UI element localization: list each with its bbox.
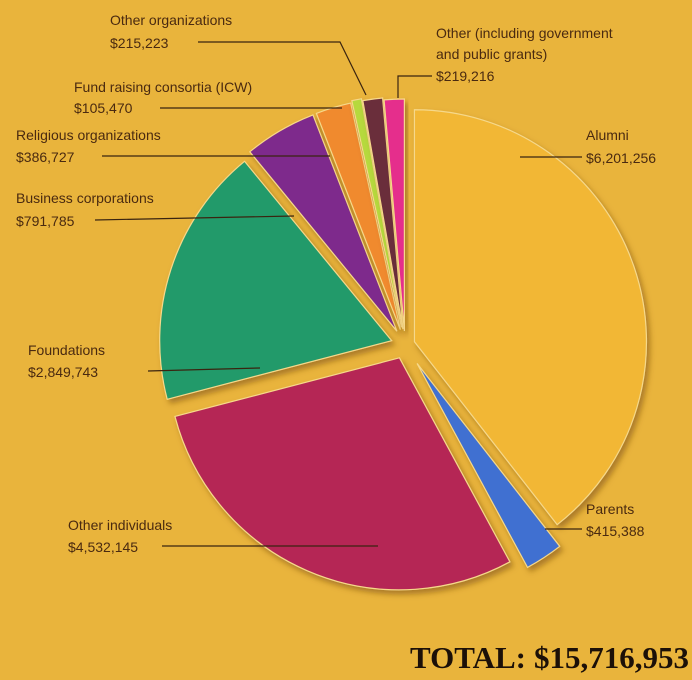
pie-slice-foundations [159, 160, 393, 401]
slice-name-label-parents: Parents [586, 501, 634, 517]
pie-slice-parents [416, 363, 561, 569]
pie-slice-other-individuals [174, 357, 511, 591]
leader-line-other [397, 75, 432, 98]
slice-name-label-other-organizations: Other organizations [110, 12, 232, 28]
total-value: $15,716,953 [534, 640, 689, 675]
pie-slice-fund-raising-consortia [351, 98, 403, 328]
pie-slice-other [383, 98, 405, 332]
slice-name-label-other-line-1: Other (including government [436, 25, 613, 41]
slice-value-label-business-corporations: $791,785 [16, 213, 75, 229]
slice-name-label-fund-raising-consortia: Fund raising consortia (ICW) [74, 79, 252, 95]
pie-slice-other-organizations [362, 97, 404, 330]
slice-value-label-other-individuals: $4,532,145 [68, 539, 138, 555]
slice-name-label-foundations: Foundations [28, 342, 105, 358]
slice-value-label-fund-raising-consortia: $105,470 [74, 100, 133, 116]
slice-value-label-foundations: $2,849,743 [28, 364, 98, 380]
slice-value-label-religious-organizations: $386,727 [16, 149, 75, 165]
slice-name-label-religious-organizations: Religious organizations [16, 127, 161, 143]
slice-value-label-other: $219,216 [436, 68, 495, 84]
slice-name-label-other-individuals: Other individuals [68, 517, 172, 533]
total-label-text: TOTAL: [410, 640, 526, 675]
slice-value-label-alumni: $6,201,256 [586, 150, 656, 166]
slice-name-label-alumni: Alumni [586, 127, 629, 143]
leader-line-foundations [147, 367, 261, 372]
slice-value-label-other-organizations: $215,223 [110, 35, 169, 51]
slice-value-label-parents: $415,388 [586, 523, 645, 539]
leader-line-other-organizations [198, 41, 367, 96]
leader-line-business-corporations [94, 215, 295, 221]
pie-slice-alumni [413, 109, 648, 526]
total-label: TOTAL: $15,716,953 [410, 640, 689, 676]
slice-name-label-business-corporations: Business corporations [16, 190, 154, 206]
pie-slice-business-corporations [248, 114, 398, 332]
slice-name-label-other-line-2: and public grants) [436, 46, 547, 62]
